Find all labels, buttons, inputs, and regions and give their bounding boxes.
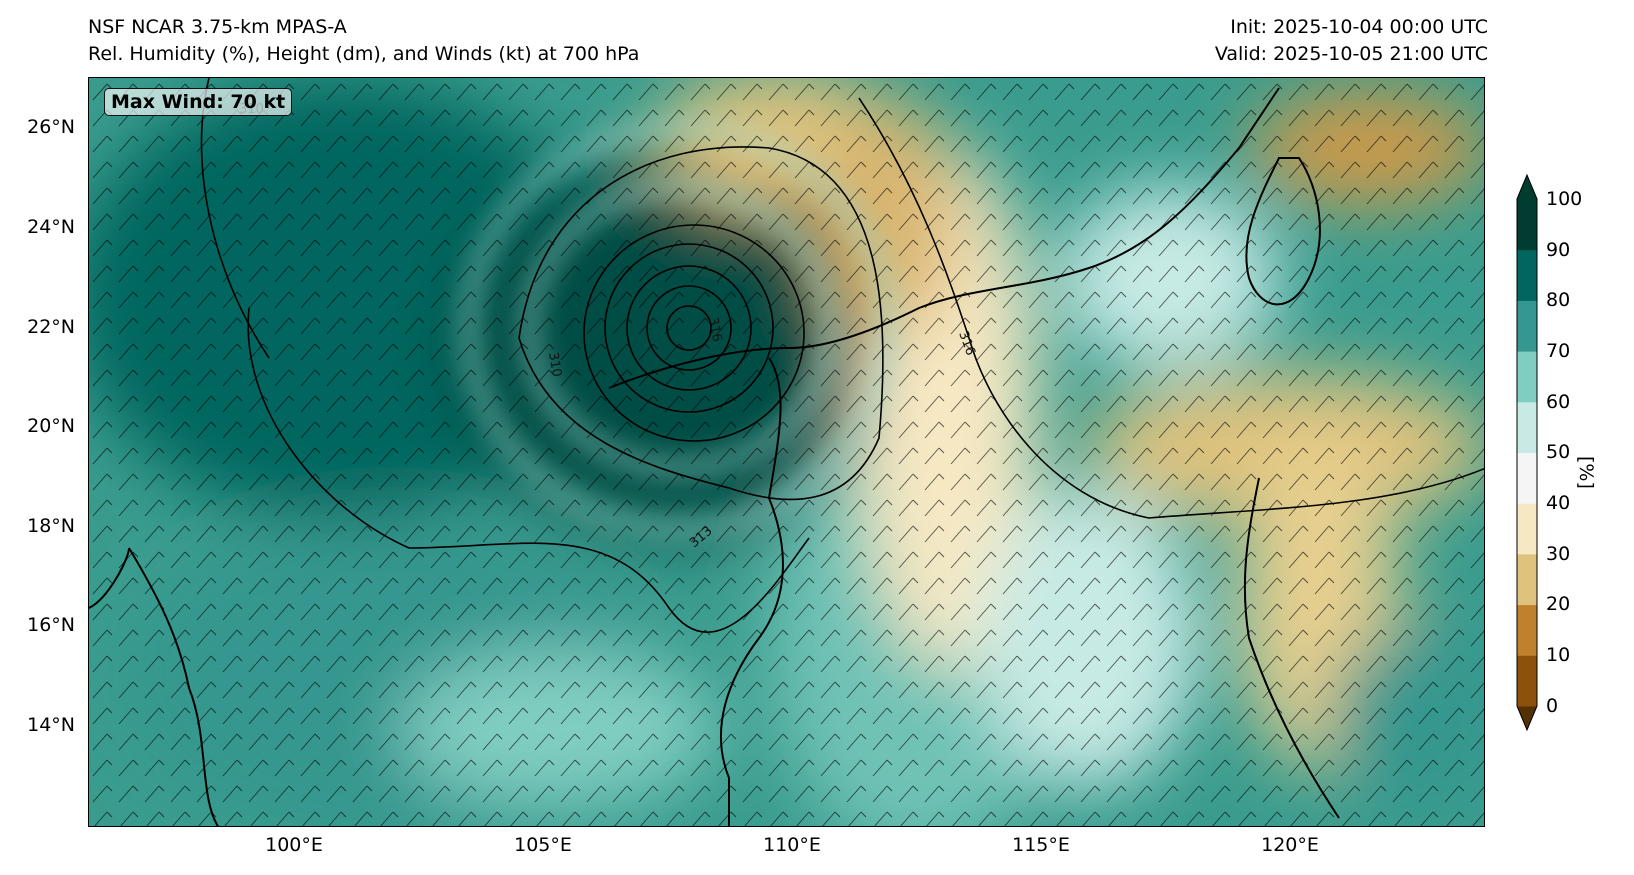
colorbar-segments bbox=[1517, 175, 1537, 730]
colorbar-segment bbox=[1517, 401, 1537, 453]
colorbar-segment bbox=[1517, 351, 1537, 403]
colorbar-units: [%] bbox=[1575, 456, 1597, 489]
map-title: NSF NCAR 3.75-km MPAS-A Rel. Humidity (%… bbox=[88, 14, 639, 68]
colorbar-segment bbox=[1517, 503, 1537, 555]
lat-tick: 16°N bbox=[27, 614, 75, 636]
lon-tick: 110°E bbox=[763, 834, 821, 856]
colorbar-tick: 60 bbox=[1546, 391, 1571, 413]
colorbar-tick: 100 bbox=[1546, 188, 1583, 210]
colorbar-segment bbox=[1517, 199, 1537, 251]
colorbar-segment bbox=[1517, 604, 1537, 656]
wind-barbs bbox=[89, 78, 1484, 826]
lat-tick: 22°N bbox=[27, 316, 75, 338]
contour-label-group: 310 316 313 316 310 bbox=[239, 102, 978, 551]
contour-label: 310 bbox=[545, 351, 564, 378]
lon-tick: 100°E bbox=[265, 834, 323, 856]
contour-label: 316 bbox=[705, 316, 724, 343]
init-time: Init: 2025-10-04 00:00 UTC bbox=[1230, 16, 1488, 38]
lat-tick: 14°N bbox=[27, 714, 75, 736]
max-wind-label: Max Wind: 70 kt bbox=[104, 88, 293, 116]
lat-tick: 18°N bbox=[27, 515, 75, 537]
colorbar-tick: 90 bbox=[1546, 239, 1571, 261]
colorbar-outline bbox=[1516, 174, 1538, 731]
colorbar-segment bbox=[1517, 553, 1537, 606]
field-title: Rel. Humidity (%), Height (dm), and Wind… bbox=[88, 43, 640, 65]
lon-tick: 105°E bbox=[514, 834, 572, 856]
lat-tick: 26°N bbox=[27, 116, 75, 138]
colorbar-segment bbox=[1517, 300, 1537, 352]
colorbar-extend-max bbox=[1517, 175, 1537, 199]
coastlines bbox=[89, 87, 1340, 826]
colorbar-segment bbox=[1517, 452, 1537, 504]
colorbar-tick: 10 bbox=[1546, 644, 1571, 666]
map-canvas: 310 316 313 316 310 bbox=[89, 78, 1484, 826]
colorbar-tick: 80 bbox=[1546, 289, 1571, 311]
colorbar-extend-min bbox=[1517, 706, 1537, 730]
map-panel: 310 316 313 316 310 bbox=[88, 77, 1485, 827]
lon-tick: 115°E bbox=[1012, 834, 1070, 856]
lat-tick: 24°N bbox=[27, 216, 75, 238]
colorbar-tick: 70 bbox=[1546, 340, 1571, 362]
valid-time: Valid: 2025-10-05 21:00 UTC bbox=[1214, 43, 1488, 65]
colorbar-tick: 50 bbox=[1546, 441, 1571, 463]
colorbar-segment bbox=[1517, 249, 1537, 301]
colorbar-segment bbox=[1517, 655, 1537, 707]
lon-tick: 120°E bbox=[1261, 834, 1319, 856]
colorbar bbox=[1516, 174, 1538, 731]
colorbar-tick: 20 bbox=[1546, 593, 1571, 615]
time-info: Init: 2025-10-04 00:00 UTC Valid: 2025-1… bbox=[1215, 14, 1488, 68]
model-title: NSF NCAR 3.75-km MPAS-A bbox=[88, 16, 347, 38]
lat-tick: 20°N bbox=[27, 415, 75, 437]
colorbar-tick: 0 bbox=[1546, 695, 1559, 717]
colorbar-tick: 40 bbox=[1546, 492, 1571, 514]
colorbar-tick: 30 bbox=[1546, 543, 1571, 565]
